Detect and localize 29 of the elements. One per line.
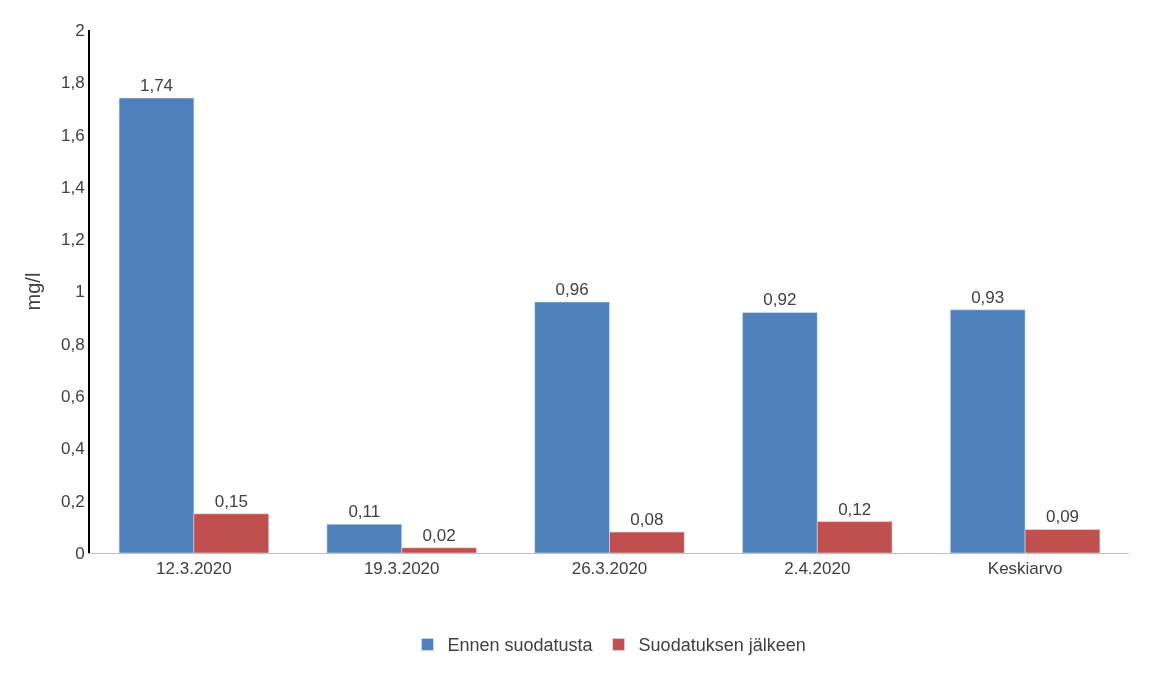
y-tick-label: 1,4 <box>60 177 85 197</box>
data-label: 1,74 <box>139 75 174 95</box>
y-tick-label: 0 <box>75 543 85 563</box>
data-label: 0,08 <box>630 510 664 530</box>
x-tick-label: 2.4.2020 <box>784 559 851 579</box>
y-tick-label: 0,6 <box>60 387 85 407</box>
data-label: 0,12 <box>838 499 872 519</box>
data-label: 0,92 <box>763 290 797 310</box>
x-tick-label: 12.3.2020 <box>156 559 232 579</box>
x-tick-label: 19.3.2020 <box>363 559 440 579</box>
data-label: 0,02 <box>422 525 456 545</box>
y-tick-label: 1 <box>75 282 85 302</box>
y-tick-label: 0,8 <box>60 334 85 354</box>
y-tick-label: 1,8 <box>60 73 85 93</box>
x-tick-label: 26.3.2020 <box>571 559 648 579</box>
data-label: 0,93 <box>971 287 1005 307</box>
data-label: 0,96 <box>555 279 589 299</box>
data-label: 0,09 <box>1045 507 1080 527</box>
legend-label: Ennen suodatusta <box>447 635 594 656</box>
data-label: 0,11 <box>348 502 381 522</box>
y-tick-label: 1,6 <box>60 125 85 145</box>
y-axis-title: mg/l <box>21 272 44 311</box>
y-tick-label: 1,2 <box>60 230 85 250</box>
y-tick-label: 0,2 <box>60 491 85 511</box>
legend-label: Suodatuksen jälkeen <box>638 635 806 656</box>
x-tick-label: Keskiarvo <box>987 559 1063 579</box>
y-tick-label: 2 <box>75 20 85 40</box>
data-label: 0,15 <box>214 491 248 511</box>
y-tick-label: 0,4 <box>60 439 85 459</box>
